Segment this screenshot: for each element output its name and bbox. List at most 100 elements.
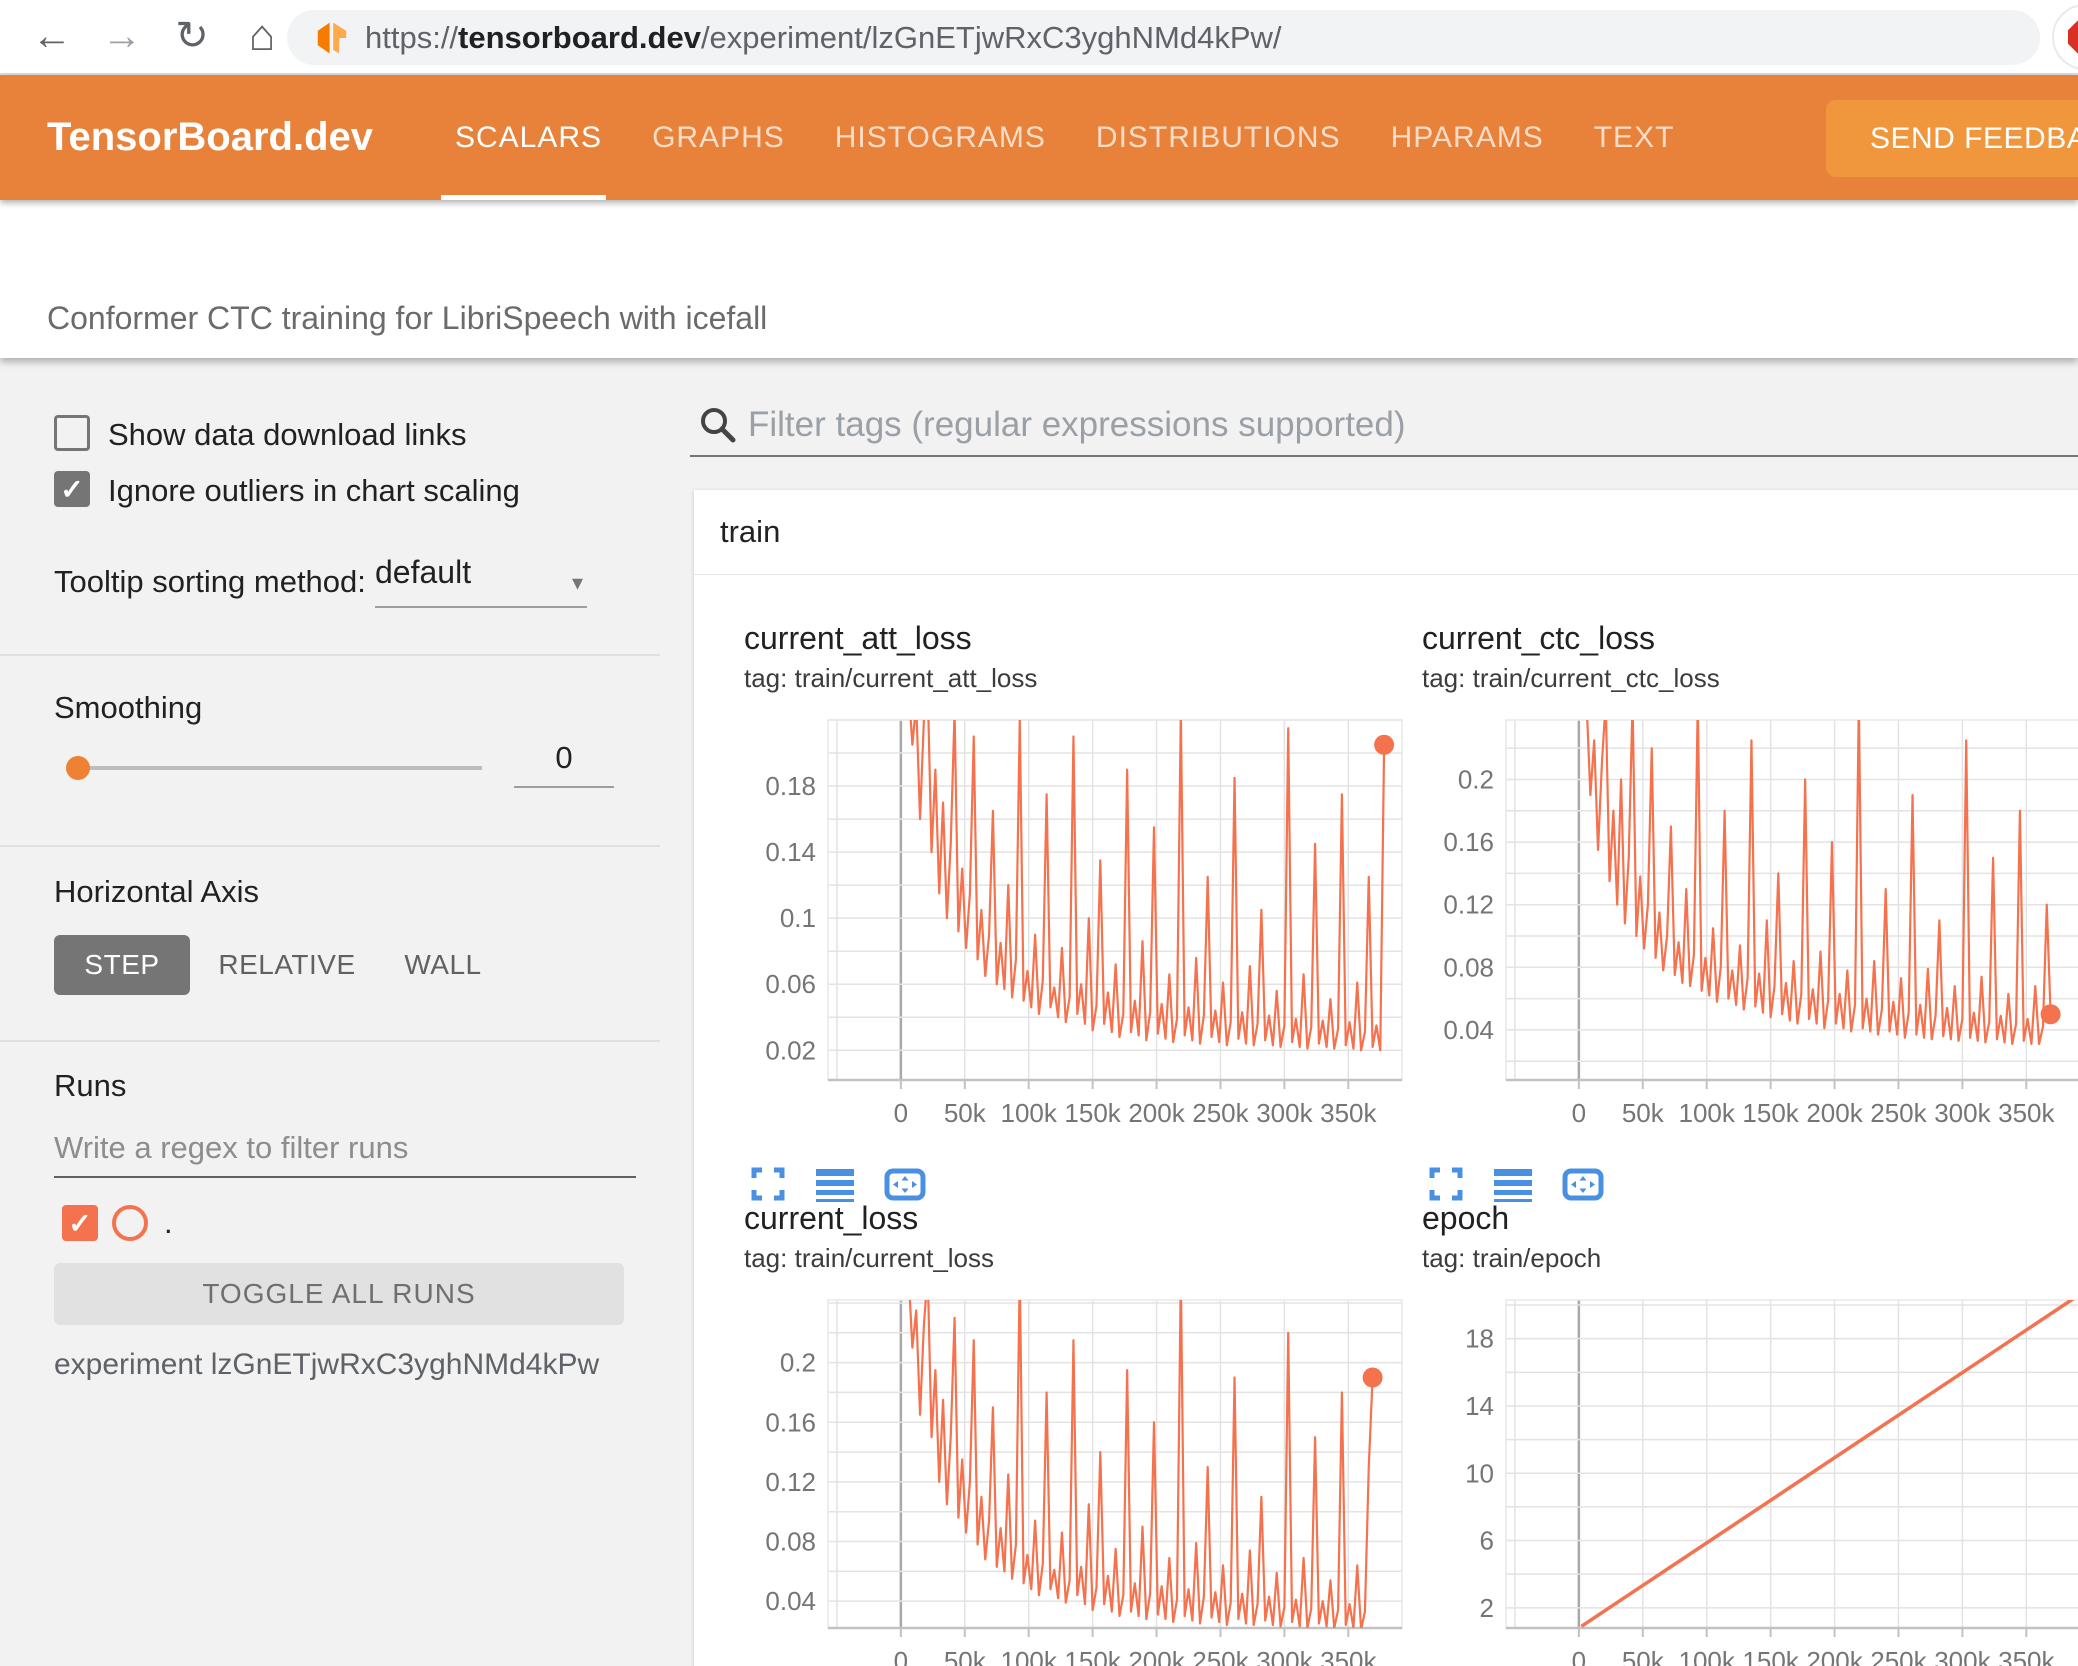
chart-title: current_att_loss xyxy=(744,620,972,656)
tooltip-sorting-label: Tooltip sorting method: xyxy=(54,564,366,599)
svg-text:0.2: 0.2 xyxy=(780,1348,816,1378)
forward-icon[interactable]: → xyxy=(102,14,142,58)
tab-hparams[interactable]: HPARAMS xyxy=(1390,120,1544,154)
toggle-all-runs-button[interactable]: TOGGLE ALL RUNS xyxy=(54,1263,624,1325)
show-download-links-checkbox[interactable] xyxy=(54,415,90,451)
filter-tags-input[interactable]: Filter tags (regular expressions support… xyxy=(748,405,1406,444)
url-text: https://tensorboard.dev/experiment/lzGnE… xyxy=(365,19,1282,55)
svg-text:250k: 250k xyxy=(1192,1098,1249,1128)
ignore-outliers-label: Ignore outliers in chart scaling xyxy=(108,473,520,508)
tab-text[interactable]: TEXT xyxy=(1593,120,1675,154)
group-header-train[interactable]: train xyxy=(720,514,781,549)
dropdown-caret-icon: ▾ xyxy=(571,570,583,595)
fit-domain-icon[interactable] xyxy=(882,1164,928,1204)
smoothing-slider-thumb[interactable] xyxy=(66,756,90,780)
back-icon[interactable]: ← xyxy=(32,14,72,58)
tab-scalars[interactable]: SCALARS xyxy=(455,120,603,154)
haxis-relative-button[interactable]: RELATIVE xyxy=(212,935,362,995)
tab-distributions[interactable]: DISTRIBUTIONS xyxy=(1095,120,1341,154)
smoothing-slider[interactable] xyxy=(74,766,482,770)
svg-text:0.04: 0.04 xyxy=(1443,1015,1494,1045)
experiment-id-label: experiment lzGnETjwRxC3yghNMd4kPw xyxy=(54,1348,600,1381)
svg-text:200k: 200k xyxy=(1128,1098,1185,1128)
log-scale-icon[interactable] xyxy=(1490,1164,1536,1204)
reload-icon[interactable]: ↻ xyxy=(175,14,209,58)
svg-text:18: 18 xyxy=(1465,1324,1494,1354)
adblock-extension-icon[interactable] xyxy=(2052,4,2078,70)
svg-text:350k: 350k xyxy=(1998,1098,2055,1128)
chart-title: current_ctc_loss xyxy=(1422,620,1655,656)
svg-text:0.04: 0.04 xyxy=(765,1586,816,1616)
svg-text:300k: 300k xyxy=(1934,1098,1991,1128)
svg-text:100k: 100k xyxy=(1001,1646,1058,1666)
tab-histograms[interactable]: HISTOGRAMS xyxy=(834,120,1046,154)
svg-text:200k: 200k xyxy=(1806,1098,1863,1128)
runs-filter-placeholder: Write a regex to filter runs xyxy=(54,1130,409,1165)
svg-text:250k: 250k xyxy=(1192,1646,1249,1666)
haxis-wall-button[interactable]: WALL xyxy=(388,935,498,995)
svg-text:0.12: 0.12 xyxy=(1443,890,1494,920)
sidebar-divider xyxy=(0,1040,660,1042)
browser-toolbar: ← → ↻ ⌂ https://tensorboard.dev/experime… xyxy=(0,0,2078,75)
chart-card-current-att-loss: current_att_loss tag: train/current_att_… xyxy=(744,620,1434,1204)
adblock-octagon-icon xyxy=(2068,20,2078,54)
chart-actions xyxy=(744,1164,1434,1204)
train-group-card: train current_att_loss tag: train/curren… xyxy=(694,490,2078,1666)
svg-text:350k: 350k xyxy=(1320,1646,1377,1666)
search-icon xyxy=(701,408,736,443)
filter-tags-underline xyxy=(690,455,2078,457)
chart-title: epoch xyxy=(1422,1200,1510,1236)
tab-graphs[interactable]: GRAPHS xyxy=(652,120,785,154)
expand-chart-icon[interactable] xyxy=(748,1164,788,1204)
svg-text:0.02: 0.02 xyxy=(765,1035,816,1065)
check-icon: ✓ xyxy=(68,1208,92,1239)
ignore-outliers-checkbox[interactable]: ✓ xyxy=(54,471,90,507)
svg-text:200k: 200k xyxy=(1128,1646,1185,1666)
tensorboard-favicon xyxy=(317,22,347,53)
app-header: TensorBoard.dev SCALARS GRAPHS HISTOGRAM… xyxy=(0,75,2078,200)
svg-text:0.16: 0.16 xyxy=(765,1407,816,1437)
horizontal-axis-label: Horizontal Axis xyxy=(54,874,260,909)
expand-chart-icon[interactable] xyxy=(1426,1164,1466,1204)
log-scale-icon[interactable] xyxy=(812,1164,858,1204)
chart-card-current-ctc-loss: current_ctc_loss tag: train/current_ctc_… xyxy=(1422,620,2078,1204)
chart-tag: tag: train/current_att_loss xyxy=(744,663,1038,693)
address-bar[interactable]: https://tensorboard.dev/experiment/lzGnE… xyxy=(287,10,2040,65)
svg-text:0.06: 0.06 xyxy=(765,969,816,999)
fit-domain-icon[interactable] xyxy=(1560,1164,1606,1204)
chart-tag: tag: train/epoch xyxy=(1422,1243,1602,1273)
svg-text:100k: 100k xyxy=(1679,1098,1736,1128)
run-checkbox[interactable]: ✓ xyxy=(62,1205,98,1241)
line-chart-current-loss[interactable]: 0.2 0.16 0.12 0.08 0.04 0 50k 100k 150k 200k 250k 3… xyxy=(744,1282,1424,1666)
line-chart-current-att-loss[interactable]: 0.180.140.10.060.020 50k 100k 150k 200k 250k 3… xyxy=(744,702,1424,1154)
smoothing-value-field[interactable]: 0 xyxy=(514,732,614,788)
svg-text:250k: 250k xyxy=(1870,1646,1927,1666)
chart-tag: tag: train/current_loss xyxy=(744,1243,995,1273)
sidebar-divider xyxy=(0,654,660,656)
svg-text:6: 6 xyxy=(1480,1526,1494,1556)
tooltip-sorting-value: default xyxy=(375,554,472,590)
chart-actions xyxy=(1422,1164,2078,1204)
page-body: Show data download links ✓ Ignore outlie… xyxy=(0,358,2078,1666)
home-icon[interactable]: ⌂ xyxy=(248,11,276,60)
svg-text:350k: 350k xyxy=(1998,1646,2055,1666)
svg-text:10: 10 xyxy=(1465,1458,1494,1488)
send-feedback-button[interactable]: SEND FEEDBACK xyxy=(1826,100,2078,177)
run-color-swatch[interactable] xyxy=(112,1205,148,1241)
svg-text:150k: 150k xyxy=(1742,1646,1799,1666)
runs-filter-input[interactable] xyxy=(54,1176,636,1178)
line-chart-epoch[interactable]: 18 14 10 6 2 0 50k 100k 150k 200k 250k 300k 350k xyxy=(1422,1282,2078,1666)
svg-text:300k: 300k xyxy=(1256,1646,1313,1666)
svg-text:150k: 150k xyxy=(1064,1646,1121,1666)
tooltip-sorting-dropdown[interactable]: default ▾ xyxy=(375,554,587,608)
svg-text:350k: 350k xyxy=(1320,1098,1377,1128)
line-chart-current-ctc-loss[interactable]: 0.20.160.120.080.040 50k 100k 150k 200k 250k 3… xyxy=(1422,702,2078,1154)
svg-text:250k: 250k xyxy=(1870,1098,1927,1128)
svg-text:200k: 200k xyxy=(1806,1646,1863,1666)
active-tab-indicator xyxy=(441,195,606,200)
svg-text:100k: 100k xyxy=(1001,1098,1058,1128)
chart-card-epoch: epoch tag: train/epoch 18 14 10 6 2 0 50k 100k 1… xyxy=(1422,1200,2078,1666)
chart-tag: tag: train/current_ctc_loss xyxy=(1422,663,1720,693)
haxis-step-button[interactable]: STEP xyxy=(54,935,190,995)
